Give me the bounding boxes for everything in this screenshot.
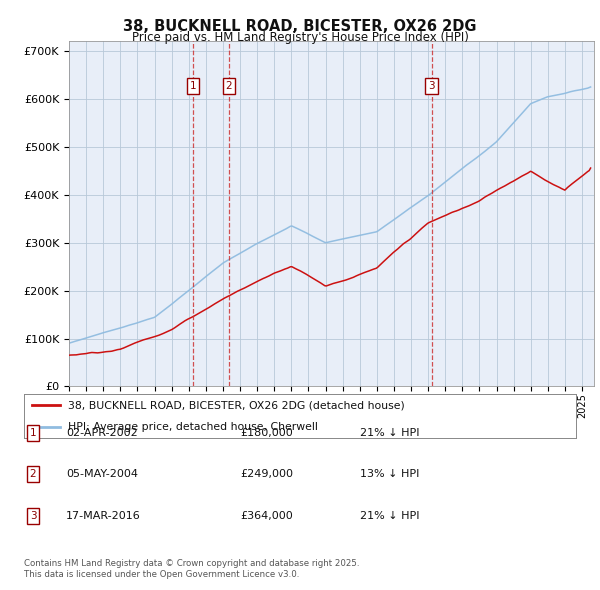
Text: Contains HM Land Registry data © Crown copyright and database right 2025.
This d: Contains HM Land Registry data © Crown c… bbox=[24, 559, 359, 579]
Text: 3: 3 bbox=[428, 81, 435, 91]
Text: 2: 2 bbox=[29, 470, 37, 479]
Text: 38, BUCKNELL ROAD, BICESTER, OX26 2DG (detached house): 38, BUCKNELL ROAD, BICESTER, OX26 2DG (d… bbox=[68, 400, 405, 410]
Text: 17-MAR-2016: 17-MAR-2016 bbox=[66, 511, 141, 520]
Text: 1: 1 bbox=[29, 428, 37, 438]
Text: 02-APR-2002: 02-APR-2002 bbox=[66, 428, 138, 438]
Text: 1: 1 bbox=[190, 81, 196, 91]
Text: 21% ↓ HPI: 21% ↓ HPI bbox=[360, 428, 419, 438]
Text: 38, BUCKNELL ROAD, BICESTER, OX26 2DG: 38, BUCKNELL ROAD, BICESTER, OX26 2DG bbox=[123, 19, 477, 34]
Text: Price paid vs. HM Land Registry's House Price Index (HPI): Price paid vs. HM Land Registry's House … bbox=[131, 31, 469, 44]
Text: 05-MAY-2004: 05-MAY-2004 bbox=[66, 470, 138, 479]
Text: £180,000: £180,000 bbox=[240, 428, 293, 438]
Text: £249,000: £249,000 bbox=[240, 470, 293, 479]
Text: 3: 3 bbox=[29, 511, 37, 520]
Text: HPI: Average price, detached house, Cherwell: HPI: Average price, detached house, Cher… bbox=[68, 422, 318, 432]
Text: £364,000: £364,000 bbox=[240, 511, 293, 520]
Text: 21% ↓ HPI: 21% ↓ HPI bbox=[360, 511, 419, 520]
Text: 13% ↓ HPI: 13% ↓ HPI bbox=[360, 470, 419, 479]
Text: 2: 2 bbox=[226, 81, 232, 91]
